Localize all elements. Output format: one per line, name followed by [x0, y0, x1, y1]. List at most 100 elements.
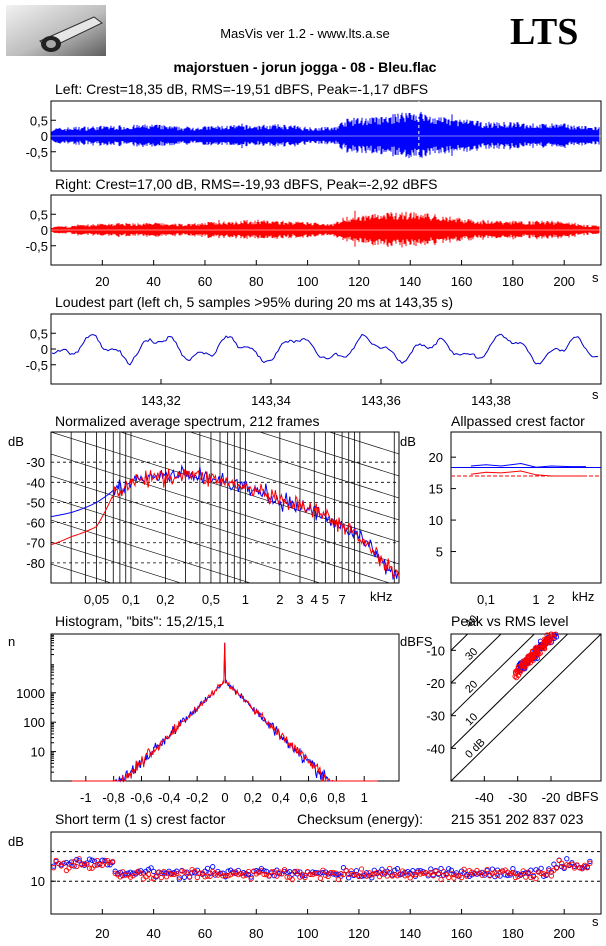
spectrum-slope-line — [51, 432, 399, 543]
histogram-ytick-label: 100 — [23, 715, 45, 730]
crest-st-point-1 — [130, 873, 136, 879]
allpassed-xtick-label: 2 — [547, 592, 554, 607]
spectrum-slope-line — [51, 497, 321, 583]
crest-st-point-0 — [546, 866, 552, 872]
crest-st-point-1 — [50, 865, 57, 871]
spectrum-xtick-label: 3 — [296, 592, 303, 607]
allpassed-ytick-label: 15 — [429, 482, 443, 497]
crest-st-point-1 — [68, 862, 75, 869]
right-channel-xtick-label: 180 — [502, 274, 524, 289]
crest-st-point-1 — [63, 867, 70, 874]
histogram-xtick-label: 1 — [361, 790, 368, 805]
crest-st-point-1 — [315, 870, 321, 876]
peak-rms-point-1 — [530, 651, 536, 658]
crest-st-point-1 — [312, 870, 318, 877]
allpassed-frame — [450, 431, 602, 584]
histogram-xtick-label: -0,6 — [130, 790, 152, 805]
spectrum-xtick-label: 7 — [338, 592, 345, 607]
allpassed-ytick-label: 5 — [436, 545, 443, 560]
crest-st-point-1 — [79, 862, 85, 868]
crest-st-point-0 — [394, 866, 401, 872]
crest-st-point-1 — [376, 873, 383, 880]
crest-st-point-1 — [346, 871, 352, 877]
spectrum-slope-line — [51, 519, 252, 583]
allpassed-x-unit: kHz — [572, 589, 595, 604]
crest-st-point-0 — [86, 856, 93, 862]
crest-st-point-1 — [538, 870, 544, 877]
allpassed-series-0 — [470, 462, 586, 468]
crest-st-point-0 — [317, 870, 324, 876]
crest-st-point-0 — [369, 875, 375, 881]
crest-st-point-1 — [533, 875, 539, 882]
crest-st-point-0 — [538, 865, 544, 872]
tool-logo-image — [6, 5, 106, 56]
crest-st-point-1 — [584, 865, 590, 871]
histogram-ytick-label: 1000 — [16, 686, 45, 701]
right-channel-xtick-label: 120 — [348, 274, 370, 289]
crest-st-point-0 — [330, 871, 336, 877]
crest-st-point-1 — [74, 863, 80, 870]
peak-rms-point-1 — [545, 638, 551, 644]
allpassed-series-1 — [470, 470, 586, 477]
crest-st-point-0 — [363, 870, 370, 876]
crest-st-point-1 — [381, 869, 388, 875]
crest-st-point-1 — [520, 868, 526, 874]
crest-st-point-1 — [558, 860, 565, 866]
peak-rms-xtick-label: -30 — [508, 790, 527, 805]
crest-st-point-1 — [482, 870, 488, 876]
peak-rms-frame — [450, 633, 602, 782]
peak-rms-point-1 — [517, 669, 523, 675]
spectrum-xtick-label: 0,05 — [84, 592, 109, 607]
crest-st-point-1 — [281, 866, 288, 873]
crest-st-point-1 — [220, 873, 226, 879]
crest-st-point-1 — [507, 870, 513, 877]
peak-rms-point-1 — [539, 642, 545, 648]
crest-st-title: Short term (1 s) crest factor — [55, 811, 226, 827]
crest-st-point-1 — [289, 876, 295, 883]
crest-st-xtick-label: 80 — [249, 926, 263, 941]
crest-st-point-1 — [530, 872, 537, 879]
crest-st-point-0 — [440, 872, 447, 878]
right-channel-ytick-label: 0 — [41, 223, 48, 238]
loudest-part-title: Loudest part (left ch, 5 samples >95% du… — [55, 294, 454, 310]
crest-st-point-1 — [387, 865, 393, 872]
crest-st-point-1 — [192, 868, 198, 874]
peak-rms-title: Peak vs RMS level — [451, 613, 569, 629]
right-channel-xtick-label: 20 — [95, 274, 109, 289]
histogram-xtick-label: 0,6 — [299, 790, 317, 805]
spectrum-slope-line — [398, 432, 399, 433]
spectrum-title: Normalized average spectrum, 212 frames — [55, 413, 320, 429]
crest-st-point-0 — [204, 865, 211, 872]
crest-st-xtick-label: 180 — [502, 926, 524, 941]
loudest-trace — [51, 333, 599, 366]
crest-st-point-1 — [153, 873, 159, 879]
crest-st-point-0 — [50, 863, 57, 869]
spectrum-x-unit: kHz — [370, 589, 393, 604]
crest-st-point-1 — [317, 875, 324, 881]
peak-rms-y-unit: dBFS — [400, 634, 433, 649]
crest-st-point-1 — [163, 874, 170, 880]
peak-rms-point-1 — [541, 646, 548, 652]
crest-st-point-1 — [294, 868, 300, 874]
crest-st-point-0 — [520, 870, 526, 877]
crest-st-point-0 — [176, 876, 182, 882]
crest-st-point-1 — [84, 861, 90, 868]
crest-st-point-1 — [168, 871, 175, 878]
crest-st-point-0 — [428, 866, 434, 872]
loudest-ytick-label: 0 — [41, 342, 48, 357]
right-channel-ytick-label: -0,5 — [26, 239, 48, 254]
crest-st-point-1 — [310, 871, 316, 878]
histogram-title: Histogram, "bits": 15,2/15,1 — [55, 613, 225, 629]
crest-st-point-1 — [571, 865, 578, 871]
right-channel-xtick-label: 200 — [553, 274, 575, 289]
crest-st-point-1 — [325, 873, 331, 880]
crest-st-point-1 — [461, 866, 467, 872]
crest-st-point-1 — [587, 860, 593, 866]
crest-st-point-0 — [148, 865, 154, 871]
crest-st-point-0 — [261, 868, 267, 874]
peak-rms-point-1 — [546, 638, 553, 644]
crest-st-point-1 — [392, 871, 398, 878]
crest-st-point-1 — [371, 871, 377, 877]
crest-st-point-1 — [222, 873, 229, 879]
lts-logo: LTS — [510, 11, 579, 53]
